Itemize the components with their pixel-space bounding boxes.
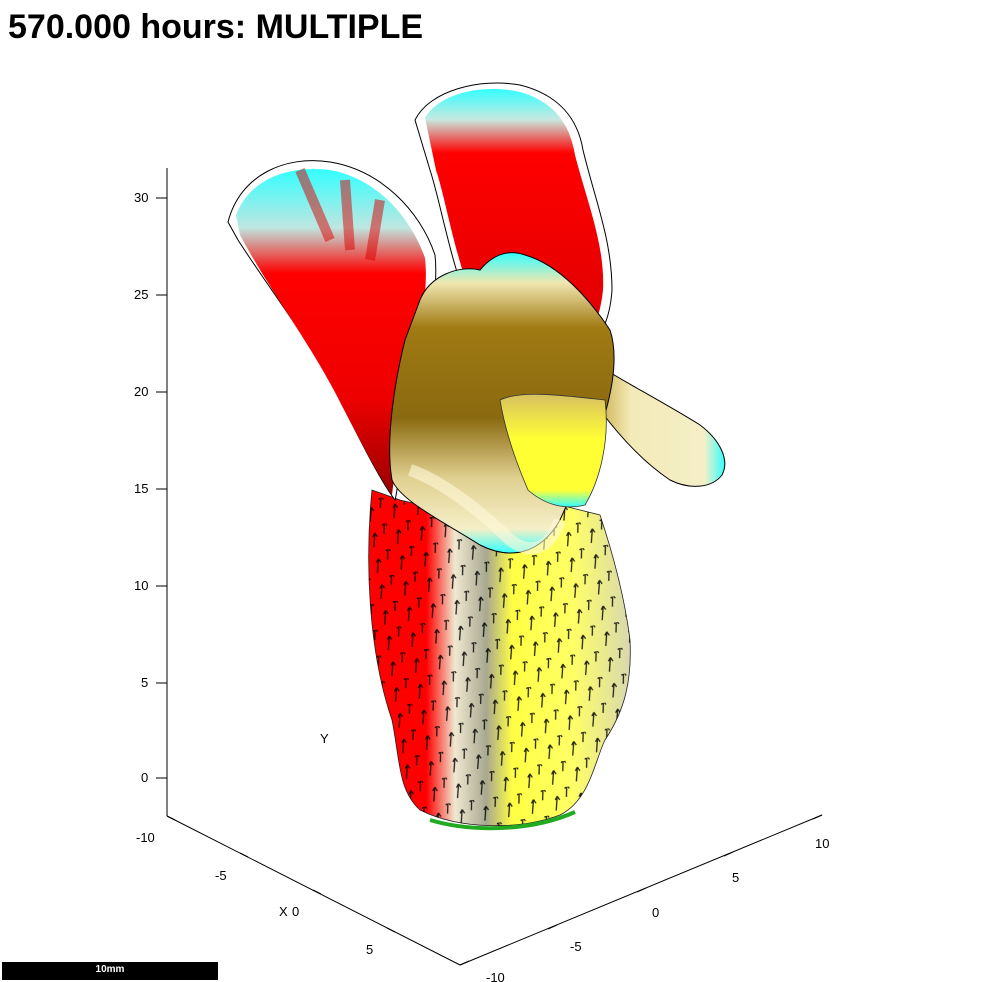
scale-bar: 10mm [2, 962, 218, 980]
upper-petal-left [227, 160, 437, 502]
x-axis-label: X [279, 904, 288, 919]
z-tick-label: 25 [134, 287, 148, 302]
lower-lip-petal [389, 252, 615, 555]
x-tick-label: 5 [366, 942, 373, 957]
lateral-lobe-right [589, 358, 726, 487]
y-tick-label: 10 [815, 836, 829, 851]
z-tick-label: 30 [134, 190, 148, 205]
z-tick-label: 5 [141, 675, 148, 690]
z-tick-label: 20 [134, 384, 148, 399]
y-axis-label: Y [320, 731, 329, 746]
scale-bar-label: 10mm [95, 964, 125, 975]
corolla-tube [368, 489, 631, 831]
x-tick-label: -10 [136, 830, 155, 845]
y-tick-label: 0 [652, 905, 659, 920]
z-tick-label: 10 [134, 578, 148, 593]
y-tick-label: 5 [732, 870, 739, 885]
z-tick-label: 15 [134, 481, 148, 496]
axes-frame [156, 168, 823, 966]
y-tick-label: -5 [570, 939, 582, 954]
z-tick-label: 0 [141, 770, 148, 785]
x-tick-label: 0 [292, 904, 299, 919]
figure-title: 570.000 hours: MULTIPLE [8, 8, 424, 46]
x-tick-label: -5 [215, 868, 227, 883]
y-tick-label: -10 [486, 970, 505, 982]
